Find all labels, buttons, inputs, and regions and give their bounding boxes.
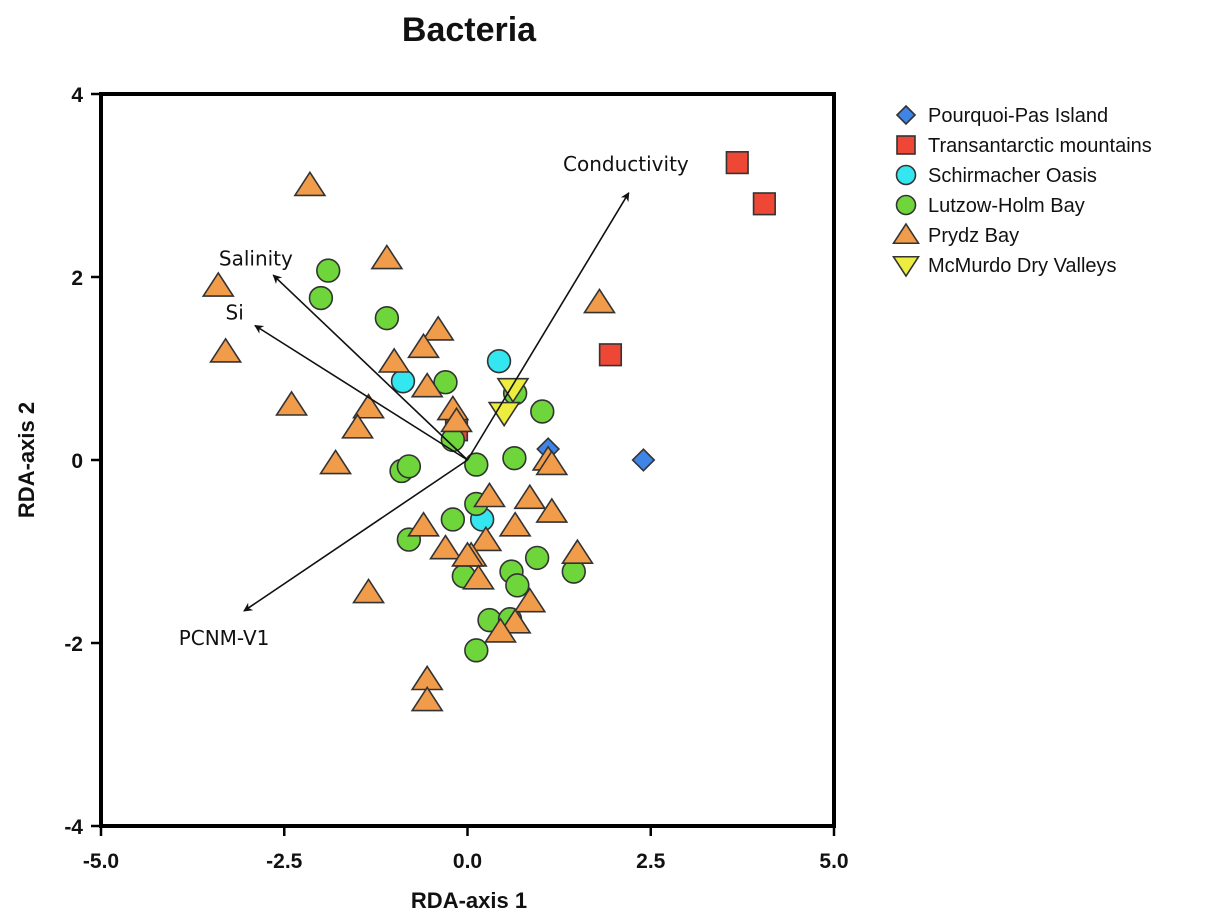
- point-schirmacher-oasis: [390, 369, 416, 394]
- point-prydz-bay: [440, 406, 473, 433]
- legend-item-prydz-bay: Prydz Bay: [892, 222, 1019, 247]
- y-tick-label: 2: [71, 267, 83, 290]
- x-tick-label: 2.5: [636, 850, 666, 873]
- series-mcmurdo-dry-valleys: [487, 377, 530, 428]
- legend-item-schirmacher-oasis: Schirmacher Oasis: [895, 164, 1097, 187]
- x-axis-title: RDA-axis 1: [411, 888, 527, 913]
- y-tick-label: -2: [64, 633, 83, 656]
- point-lutzow-holm-bay: [530, 399, 555, 424]
- point-prydz-bay: [560, 538, 594, 565]
- y-tick-label: 0: [71, 450, 83, 473]
- vector-arrow-pcnm-v1: [243, 459, 468, 612]
- point-prydz-bay: [498, 608, 532, 634]
- point-lutzow-holm-bay: [502, 445, 527, 471]
- point-prydz-bay: [410, 372, 444, 398]
- point-prydz-bay: [370, 244, 404, 270]
- legend-marker: [895, 164, 917, 186]
- point-prydz-bay: [407, 511, 440, 537]
- point-lutzow-holm-bay: [524, 545, 550, 571]
- legend-label: Schirmacher Oasis: [928, 165, 1097, 187]
- legend-item-pourquoi-pas-island: Pourquoi-Pas Island: [895, 104, 1108, 127]
- vector-arrow-salinity: [272, 274, 469, 461]
- legend-label: McMurdo Dry Valleys: [928, 255, 1117, 277]
- point-lutzow-holm-bay: [440, 507, 466, 532]
- point-prydz-bay: [462, 564, 495, 590]
- vector-label-conductivity: Conductivity: [563, 152, 689, 176]
- legend-item-lutzow-holm-bay: Lutzow-Holm Bay: [895, 194, 1085, 217]
- point-lutzow-holm-bay: [505, 573, 530, 598]
- point-prydz-bay: [421, 315, 455, 341]
- x-tick-label: 5.0: [819, 850, 848, 873]
- legend-marker: [896, 135, 916, 155]
- legend-item-mcmurdo-dry-valleys: McMurdo Dry Valleys: [892, 255, 1117, 278]
- point-prydz-bay: [513, 483, 547, 510]
- biplot-vectors: Conductivity Salinity Si PCNM-V1: [179, 152, 689, 650]
- point-prydz-bay: [341, 413, 375, 439]
- legend-label: Transantarctic mountains: [928, 135, 1152, 157]
- point-lutzow-holm-bay: [396, 454, 422, 479]
- point-lutzow-holm-bay: [464, 452, 489, 477]
- legend: Pourquoi-Pas Island Transantarctic mounta…: [892, 104, 1152, 278]
- point-transantarctic-mountains: [598, 343, 623, 367]
- point-prydz-bay: [498, 511, 532, 537]
- vector-label-si: Si: [226, 301, 244, 325]
- point-mcmurdo-dry-valleys: [487, 401, 521, 428]
- axis-ticks: -5.0 -2.5 0.0 2.5 5.0 -4 -2 0 2 4: [64, 84, 848, 873]
- x-tick-label: -5.0: [83, 850, 119, 873]
- vector-arrow-conductivity: [466, 192, 630, 461]
- point-pourquoi-pas-island: [631, 448, 656, 472]
- point-prydz-bay: [209, 337, 243, 363]
- y-tick-label: 4: [71, 84, 83, 107]
- point-prydz-bay: [201, 271, 235, 297]
- series-transantarctic-mountains: [444, 151, 776, 442]
- point-lutzow-holm-bay: [433, 370, 458, 395]
- point-prydz-bay: [319, 448, 353, 475]
- point-mcmurdo-dry-valleys: [496, 377, 530, 404]
- point-prydz-bay: [473, 481, 506, 508]
- point-transantarctic-mountains: [752, 192, 776, 216]
- y-tick-label: -4: [64, 816, 83, 839]
- x-tick-label: -2.5: [266, 850, 303, 873]
- point-prydz-bay: [535, 497, 569, 523]
- point-prydz-bay: [377, 347, 411, 373]
- y-axis-title: RDA-axis 2: [14, 402, 39, 518]
- legend-label: Prydz Bay: [928, 225, 1019, 247]
- legend-item-transantarctic-mountains: Transantarctic mountains: [896, 135, 1152, 157]
- legend-label: Lutzow-Holm Bay: [928, 195, 1085, 217]
- point-prydz-bay: [513, 587, 547, 613]
- x-tick-label: 0.0: [453, 850, 482, 873]
- point-prydz-bay: [451, 541, 484, 567]
- series-prydz-bay: [201, 170, 616, 712]
- point-lutzow-holm-bay: [464, 638, 489, 663]
- point-lutzow-holm-bay: [316, 258, 341, 283]
- legend-marker: [892, 255, 920, 278]
- point-prydz-bay: [582, 287, 616, 314]
- point-prydz-bay: [407, 332, 440, 359]
- legend-marker: [895, 194, 917, 216]
- point-prydz-bay: [535, 449, 569, 476]
- point-prydz-bay: [469, 525, 503, 552]
- point-prydz-bay: [293, 170, 327, 197]
- legend-marker: [895, 104, 917, 126]
- point-lutzow-holm-bay: [374, 305, 400, 331]
- point-prydz-bay: [484, 617, 517, 643]
- legend-marker: [892, 222, 920, 245]
- vector-label-salinity: Salinity: [219, 247, 293, 271]
- point-prydz-bay: [410, 685, 444, 712]
- point-schirmacher-oasis: [486, 348, 512, 374]
- point-lutzow-holm-bay: [308, 285, 334, 311]
- vector-label-pcnm-v1: PCNM-V1: [179, 626, 270, 650]
- vector-arrow-si: [254, 324, 468, 461]
- point-transantarctic-mountains: [725, 151, 749, 175]
- point-prydz-bay: [352, 578, 386, 604]
- point-prydz-bay: [352, 393, 386, 419]
- point-prydz-bay: [429, 534, 462, 560]
- point-prydz-bay: [275, 390, 309, 416]
- legend-label: Pourquoi-Pas Island: [928, 105, 1108, 127]
- chart-title: Bacteria: [402, 11, 537, 49]
- plot-marks: [201, 151, 776, 712]
